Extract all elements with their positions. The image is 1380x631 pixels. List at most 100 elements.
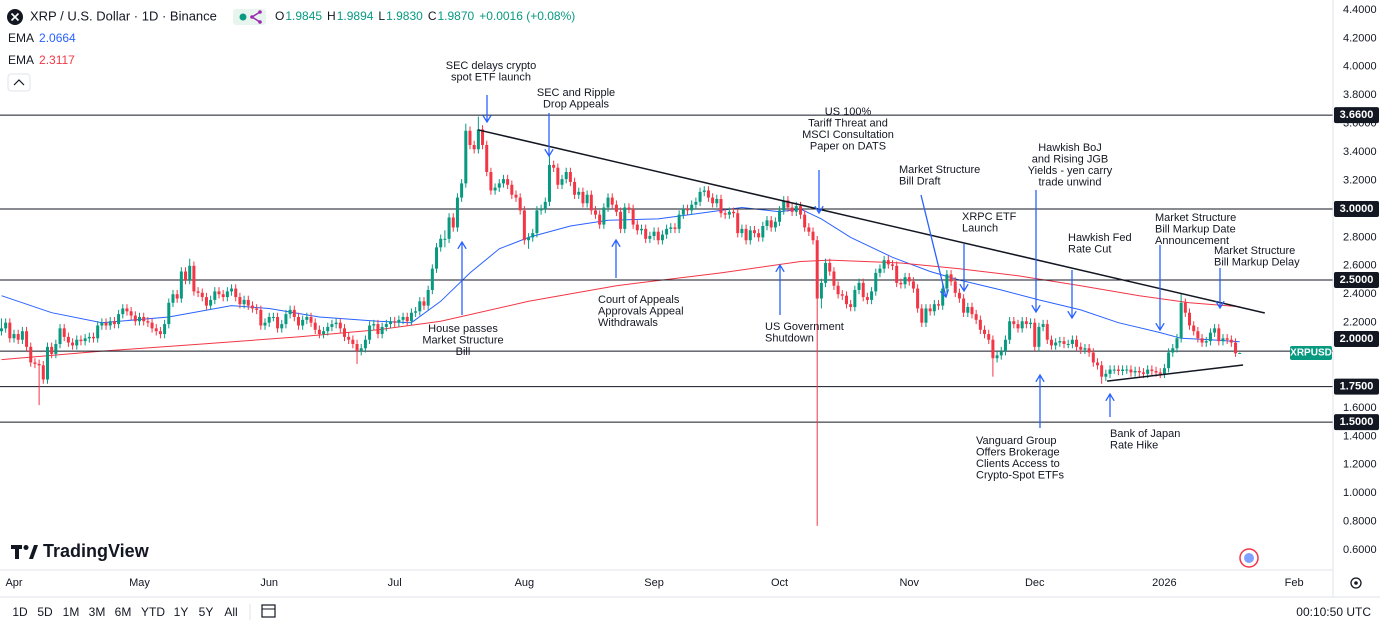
candle-body xyxy=(422,301,426,306)
range-button[interactable]: 1Y xyxy=(174,605,189,619)
candle-body xyxy=(393,321,397,323)
candle-body xyxy=(903,277,907,285)
y-tick-label: 3.8000 xyxy=(1343,89,1377,101)
candle-body xyxy=(732,211,736,214)
candle-body xyxy=(1171,348,1175,353)
candle-body xyxy=(627,207,631,209)
candle-body xyxy=(1024,321,1028,325)
candle-body xyxy=(468,130,472,145)
candle-body xyxy=(535,210,539,234)
candle-body xyxy=(995,355,999,359)
candle-body xyxy=(401,316,405,320)
candle-body xyxy=(1208,332,1212,342)
x-tick-label: Oct xyxy=(771,577,788,589)
range-button[interactable]: 1M xyxy=(63,605,80,619)
candle-body xyxy=(301,319,305,326)
candle-body xyxy=(681,208,685,215)
candle-body xyxy=(736,213,740,234)
candle-body xyxy=(1125,369,1129,371)
candle-body xyxy=(819,282,823,299)
level-label: 3.6600 xyxy=(1340,109,1374,121)
candle-body xyxy=(928,308,932,312)
range-button[interactable]: YTD xyxy=(141,605,165,619)
candle-body xyxy=(217,291,221,295)
candle-body xyxy=(1029,322,1033,325)
candle-body xyxy=(861,282,865,298)
annotation-arrow xyxy=(457,240,467,315)
candle-body xyxy=(493,187,497,191)
candle-body xyxy=(1141,372,1145,374)
range-button[interactable]: 3M xyxy=(89,605,106,619)
calendar-icon[interactable] xyxy=(261,604,276,618)
candle-body xyxy=(619,211,623,229)
annotation-text: XRPC ETF xyxy=(962,211,1017,223)
candle-body xyxy=(108,321,112,326)
notification-icon[interactable] xyxy=(1239,548,1259,568)
candle-body xyxy=(313,322,317,330)
level-label-box xyxy=(1334,200,1379,217)
candle-body xyxy=(45,346,49,380)
annotation-text: Bill xyxy=(456,346,471,358)
annotation-text: Vanguard Group xyxy=(976,435,1057,447)
candle-body xyxy=(932,304,936,312)
candle-body xyxy=(782,200,786,211)
candle-body xyxy=(552,164,556,168)
candle-body xyxy=(33,362,37,364)
candle-body xyxy=(138,316,142,322)
candle-body xyxy=(1041,324,1045,327)
candle-body xyxy=(531,233,535,238)
candle-body xyxy=(1070,339,1074,344)
candle-body xyxy=(142,316,146,322)
annotation-text: Market Structure xyxy=(422,334,503,346)
candle-body xyxy=(414,311,418,313)
candle-body xyxy=(238,297,242,305)
price-tag: XRPUSD xyxy=(1290,348,1332,359)
candle-body xyxy=(656,231,660,241)
candle-body xyxy=(560,179,564,185)
x-tick-label: Feb xyxy=(1285,577,1304,589)
y-tick-label: 1.6000 xyxy=(1343,402,1377,414)
candle-body xyxy=(899,282,903,285)
candle-body xyxy=(443,238,447,240)
candle-body xyxy=(937,304,941,306)
candle-body xyxy=(322,331,326,335)
candle-body xyxy=(966,307,970,313)
candle-body xyxy=(117,314,121,325)
candle-body xyxy=(363,339,367,349)
candle-body xyxy=(870,291,874,300)
candle-body xyxy=(564,171,568,180)
candle-body xyxy=(501,179,505,184)
range-button[interactable]: 1D xyxy=(12,605,28,619)
y-tick-label: 1.4000 xyxy=(1343,430,1377,442)
range-button[interactable]: 5D xyxy=(37,605,53,619)
x-tick-label: May xyxy=(129,577,150,589)
settings-icon[interactable] xyxy=(1350,577,1362,589)
annotation-arrow xyxy=(959,244,969,293)
candle-body xyxy=(430,268,434,290)
candle-body xyxy=(16,334,20,340)
ohlc-value: 1.9894 xyxy=(337,9,374,23)
candle-body xyxy=(970,307,974,315)
candle-body xyxy=(209,299,213,306)
range-button[interactable]: 5Y xyxy=(199,605,214,619)
candle-body xyxy=(29,346,33,363)
candle-body xyxy=(644,228,648,239)
candle-body xyxy=(715,199,719,204)
candle-body xyxy=(1229,339,1233,343)
candle-body xyxy=(631,208,635,225)
ohlc-change: +0.0016 (+0.08%) xyxy=(479,9,575,23)
range-button[interactable]: 6M xyxy=(115,605,132,619)
candle-body xyxy=(330,324,334,327)
candle-body xyxy=(1129,369,1133,373)
annotation-text: House passes xyxy=(428,323,498,335)
candle-body xyxy=(338,322,342,329)
ohlc-label: L xyxy=(378,9,385,23)
collapse-button[interactable] xyxy=(7,73,31,92)
candle-body xyxy=(719,199,723,214)
candle-body xyxy=(1200,338,1204,343)
candle-body xyxy=(1238,352,1242,354)
range-button[interactable]: All xyxy=(224,605,237,619)
annotation-text: Bill Draft xyxy=(899,175,941,187)
ohlc-legend: O 1.9845 H 1.9894 L 1.9830 C 1.9870 +0.0016 (+0.… xyxy=(275,9,575,23)
candle-body xyxy=(1121,369,1125,371)
